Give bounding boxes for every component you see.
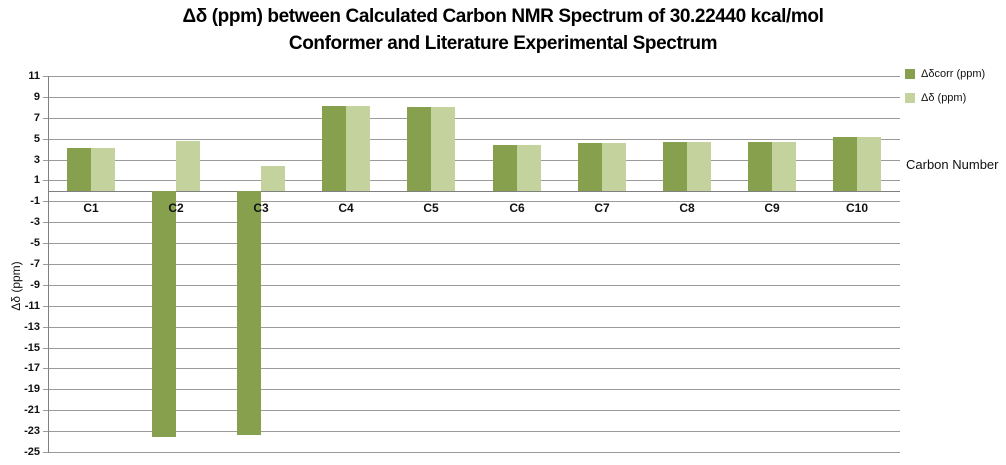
bar-delta-C2 <box>176 141 200 191</box>
bar-delta-C9 <box>772 142 796 191</box>
y-tick-label: 7 <box>33 112 40 124</box>
bar-delta-C8 <box>687 142 711 191</box>
y-tick-label: -9 <box>30 279 40 291</box>
legend-label: Δδ (ppm) <box>921 92 967 104</box>
y-tick-label: 5 <box>33 133 40 145</box>
legend-swatch-icon <box>905 69 915 79</box>
gridline <box>43 306 900 307</box>
legend-item: Δδ (ppm) <box>905 92 985 104</box>
gridline <box>43 139 900 140</box>
bar-corr-C5 <box>407 107 431 191</box>
bar-delta-C6 <box>517 145 541 191</box>
gridline <box>43 97 900 98</box>
gridline <box>43 160 900 161</box>
gridline <box>43 431 900 432</box>
y-tick-label: -1 <box>30 195 40 207</box>
bar-delta-C10 <box>857 137 881 191</box>
legend: Δδcorr (ppm) Δδ (ppm) <box>905 68 985 116</box>
category-label: C6 <box>509 201 525 215</box>
bar-corr-C2 <box>152 191 176 437</box>
gridline <box>43 264 900 265</box>
legend-label: Δδcorr (ppm) <box>921 68 986 80</box>
chart-title: Δδ (ppm) between Calculated Carbon NMR S… <box>0 3 1006 57</box>
y-tick-label: -17 <box>24 362 40 374</box>
y-tick-label: -3 <box>30 216 40 228</box>
y-tick-label: 9 <box>33 91 40 103</box>
bar-corr-C3 <box>237 191 261 435</box>
bar-delta-C3 <box>261 166 285 191</box>
bar-delta-C4 <box>346 106 370 191</box>
y-tick-label: 1 <box>33 174 40 186</box>
y-tick-label: -21 <box>24 404 40 416</box>
gridline <box>43 327 900 328</box>
gridline <box>43 243 900 244</box>
bar-delta-C1 <box>91 148 115 191</box>
gridline <box>43 389 900 390</box>
y-tick-label: -11 <box>24 300 40 312</box>
y-tick-label: -15 <box>24 342 40 354</box>
bar-corr-C7 <box>578 143 602 191</box>
category-label: C4 <box>338 201 354 215</box>
y-tick-label: -19 <box>24 383 40 395</box>
y-tick-label: 3 <box>33 154 40 166</box>
x-axis-zero-line <box>48 191 900 192</box>
bar-corr-C4 <box>322 106 346 191</box>
legend-swatch-icon <box>905 93 915 103</box>
category-label: C9 <box>764 201 780 215</box>
x-axis-title: Carbon Number <box>906 157 999 172</box>
category-label: C3 <box>253 201 269 215</box>
legend-item: Δδcorr (ppm) <box>905 68 985 80</box>
bar-delta-C7 <box>602 143 626 191</box>
gridline <box>43 180 900 181</box>
category-label: C1 <box>83 201 99 215</box>
y-axis-line <box>48 76 49 453</box>
chart-title-line2: Conformer and Literature Experimental Sp… <box>288 33 718 54</box>
gridline <box>43 201 900 202</box>
category-label: C5 <box>423 201 439 215</box>
gridline <box>43 222 900 223</box>
gridline <box>43 410 900 411</box>
y-tick-label: -5 <box>30 237 40 249</box>
y-tick-label: -13 <box>24 321 40 333</box>
gridline <box>43 368 900 369</box>
bar-corr-C1 <box>67 148 91 191</box>
bar-corr-C6 <box>493 145 517 191</box>
category-label: C8 <box>679 201 695 215</box>
gridline <box>43 452 900 453</box>
chart-title-line1: Δδ (ppm) between Calculated Carbon NMR S… <box>182 6 824 27</box>
category-label: C7 <box>594 201 610 215</box>
bar-corr-C10 <box>833 137 857 191</box>
category-label: C2 <box>168 201 184 215</box>
gridline <box>43 348 900 349</box>
y-tick-label: 11 <box>28 70 40 82</box>
bar-corr-C9 <box>748 142 772 191</box>
bar-corr-C8 <box>663 142 687 191</box>
y-tick-label: -7 <box>30 258 40 270</box>
y-tick-label: -25 <box>24 446 40 458</box>
category-label: C10 <box>845 201 868 215</box>
gridline <box>43 76 900 77</box>
y-tick-label: -23 <box>24 425 40 437</box>
gridline <box>43 285 900 286</box>
bar-delta-C5 <box>431 107 455 191</box>
gridline <box>43 118 900 119</box>
